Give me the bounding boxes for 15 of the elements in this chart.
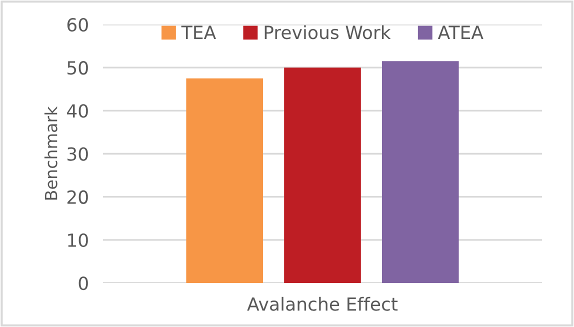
bar	[382, 61, 459, 283]
legend-label: Previous Work	[264, 25, 391, 40]
y-tick-label: 30	[68, 147, 88, 161]
y-tick-label: 50	[68, 61, 88, 75]
y-tick-label: 60	[67, 18, 88, 32]
y-tick-label: 20	[67, 190, 88, 204]
bar	[186, 78, 264, 283]
y-axis-title: Benchmark	[44, 106, 58, 200]
legend-label: ATEA	[438, 26, 484, 39]
x-tick-label: Avalanche Effect	[247, 296, 398, 311]
legend-label: TEA	[181, 26, 216, 39]
y-tick-label: 0	[78, 276, 88, 290]
y-tick-label: 40	[67, 104, 88, 118]
y-tick-label: 10	[68, 233, 88, 248]
bar	[284, 68, 361, 283]
